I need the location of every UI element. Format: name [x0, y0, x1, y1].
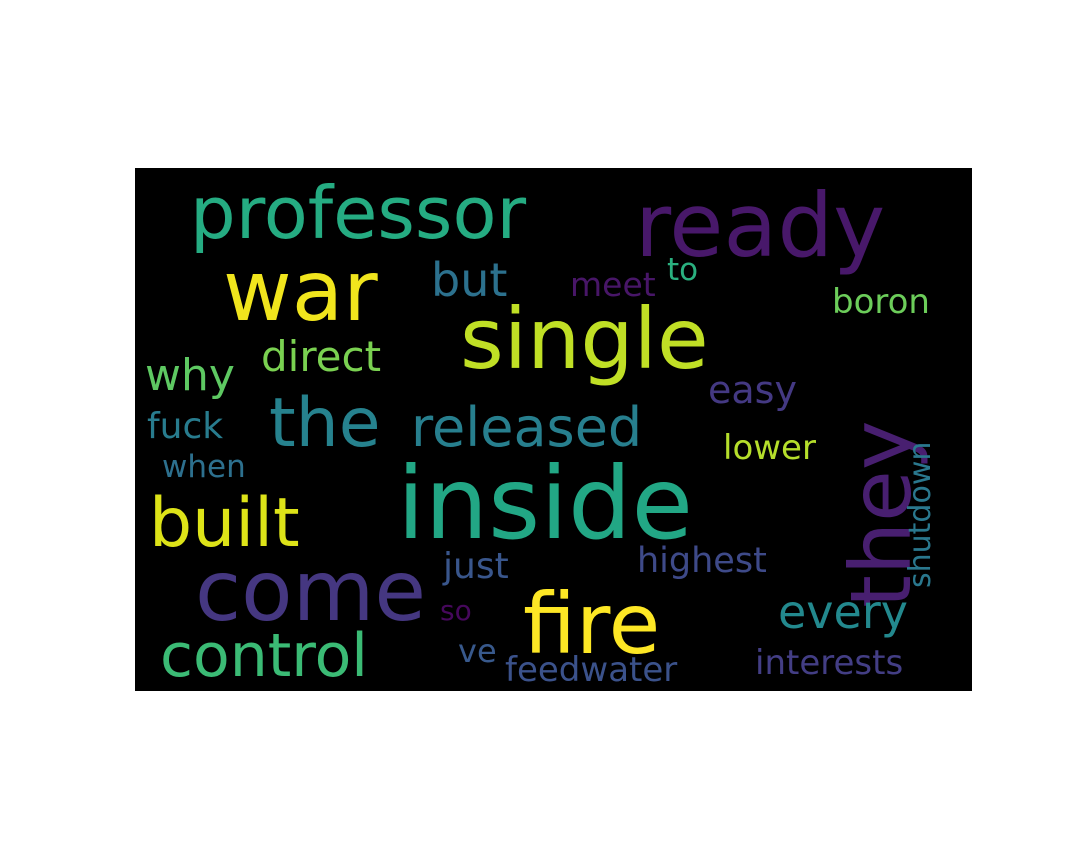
- word-direct: direct: [261, 332, 381, 381]
- word-every: every: [778, 585, 908, 639]
- word-highest: highest: [637, 541, 767, 581]
- word-inside: inside: [397, 445, 693, 562]
- word-easy: easy: [708, 368, 797, 412]
- word-so: so: [440, 594, 472, 627]
- word-come: come: [195, 542, 426, 640]
- word-built: built: [149, 484, 300, 563]
- word-single: single: [460, 290, 709, 388]
- word-lower: lower: [723, 428, 816, 468]
- word-fuck: fuck: [147, 406, 223, 447]
- word-why: why: [145, 350, 235, 401]
- word-war: war: [223, 242, 378, 340]
- word-boron: boron: [832, 282, 930, 322]
- word-feedwater: feedwater: [505, 650, 677, 690]
- word-but: but: [431, 253, 507, 307]
- word-cloud-panel: inside ready professor single war come fire the…: [135, 168, 972, 691]
- word-meet: meet: [570, 265, 656, 304]
- word-ready: ready: [635, 174, 885, 277]
- word-released: released: [411, 396, 642, 459]
- word-ve: ve: [458, 632, 497, 670]
- word-control: control: [160, 621, 368, 691]
- word-professor: professor: [190, 171, 526, 255]
- word-fire: fire: [523, 575, 660, 673]
- word-they: they: [832, 420, 930, 608]
- word-cloud: inside ready professor single war come fire the…: [145, 171, 938, 691]
- word-shutdown: shutdown: [903, 442, 938, 588]
- word-just: just: [442, 546, 509, 587]
- word-when: when: [162, 449, 246, 485]
- word-the: the: [269, 384, 381, 463]
- word-to: to: [667, 252, 698, 288]
- word-interests: interests: [755, 643, 903, 683]
